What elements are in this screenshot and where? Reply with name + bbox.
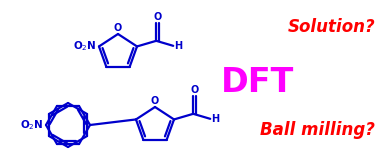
Text: DFT: DFT xyxy=(222,65,294,99)
Text: H: H xyxy=(211,114,219,124)
Text: O: O xyxy=(191,85,199,95)
Text: O: O xyxy=(151,96,159,106)
Text: H: H xyxy=(174,41,182,51)
Text: O$_2$N: O$_2$N xyxy=(20,118,44,132)
Text: O: O xyxy=(114,23,122,33)
Text: Solution?: Solution? xyxy=(287,18,375,36)
Text: O$_2$N: O$_2$N xyxy=(73,40,97,53)
Text: Ball milling?: Ball milling? xyxy=(260,121,375,139)
Text: O: O xyxy=(153,12,162,22)
